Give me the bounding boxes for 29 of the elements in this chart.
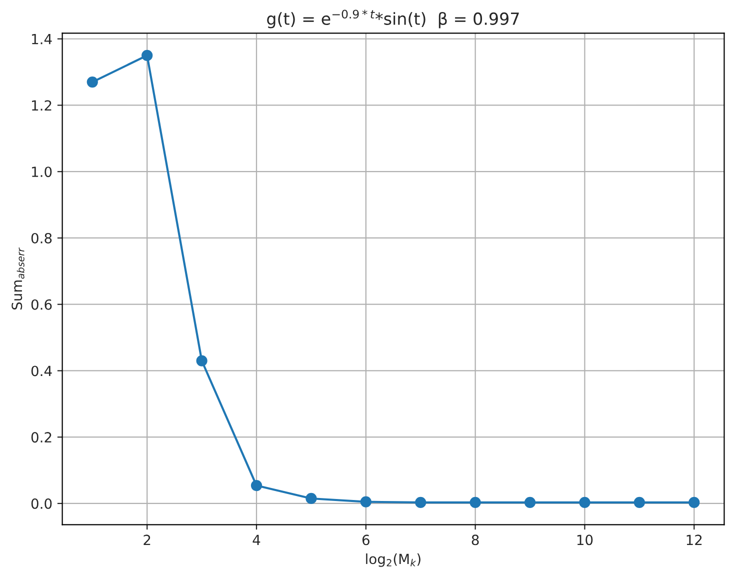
x-axis-title: log$_{2}$(M$_{k}$) bbox=[366, 553, 420, 567]
point bbox=[86, 76, 98, 88]
x-tick-label: 4 bbox=[252, 534, 260, 545]
chart-title: g(t) = e$^{−0.9*t}$*sin(t) β = 0.997 bbox=[267, 10, 519, 28]
y-tick-label: 0.2 bbox=[31, 432, 52, 443]
point bbox=[579, 496, 590, 508]
y-tick-label: 1.4 bbox=[32, 34, 52, 44]
point bbox=[360, 496, 372, 508]
point bbox=[634, 496, 645, 508]
point bbox=[306, 492, 317, 504]
point bbox=[142, 50, 153, 62]
x-tick-label: 10 bbox=[577, 534, 593, 546]
x-tick-label: 6 bbox=[362, 534, 370, 546]
x-tick-label: 8 bbox=[472, 534, 479, 546]
x-tick-label: 2 bbox=[144, 534, 150, 545]
y-tick-label: 1.2 bbox=[32, 100, 52, 111]
point bbox=[250, 480, 262, 492]
point bbox=[196, 355, 208, 366]
y-axis-title: Sum$_{abserr}$ bbox=[12, 247, 24, 310]
x-tick-label: 12 bbox=[686, 534, 702, 545]
y-tick-label: 0.6 bbox=[31, 299, 52, 310]
y-tick-label: 0.8 bbox=[31, 232, 52, 244]
point bbox=[524, 496, 536, 508]
y-tick-label: 0.4 bbox=[31, 366, 52, 376]
point bbox=[688, 496, 700, 508]
y-tick-label: 1.0 bbox=[32, 166, 52, 178]
point bbox=[415, 496, 426, 508]
y-tick-label: 0.0 bbox=[31, 498, 52, 509]
point bbox=[470, 496, 481, 508]
